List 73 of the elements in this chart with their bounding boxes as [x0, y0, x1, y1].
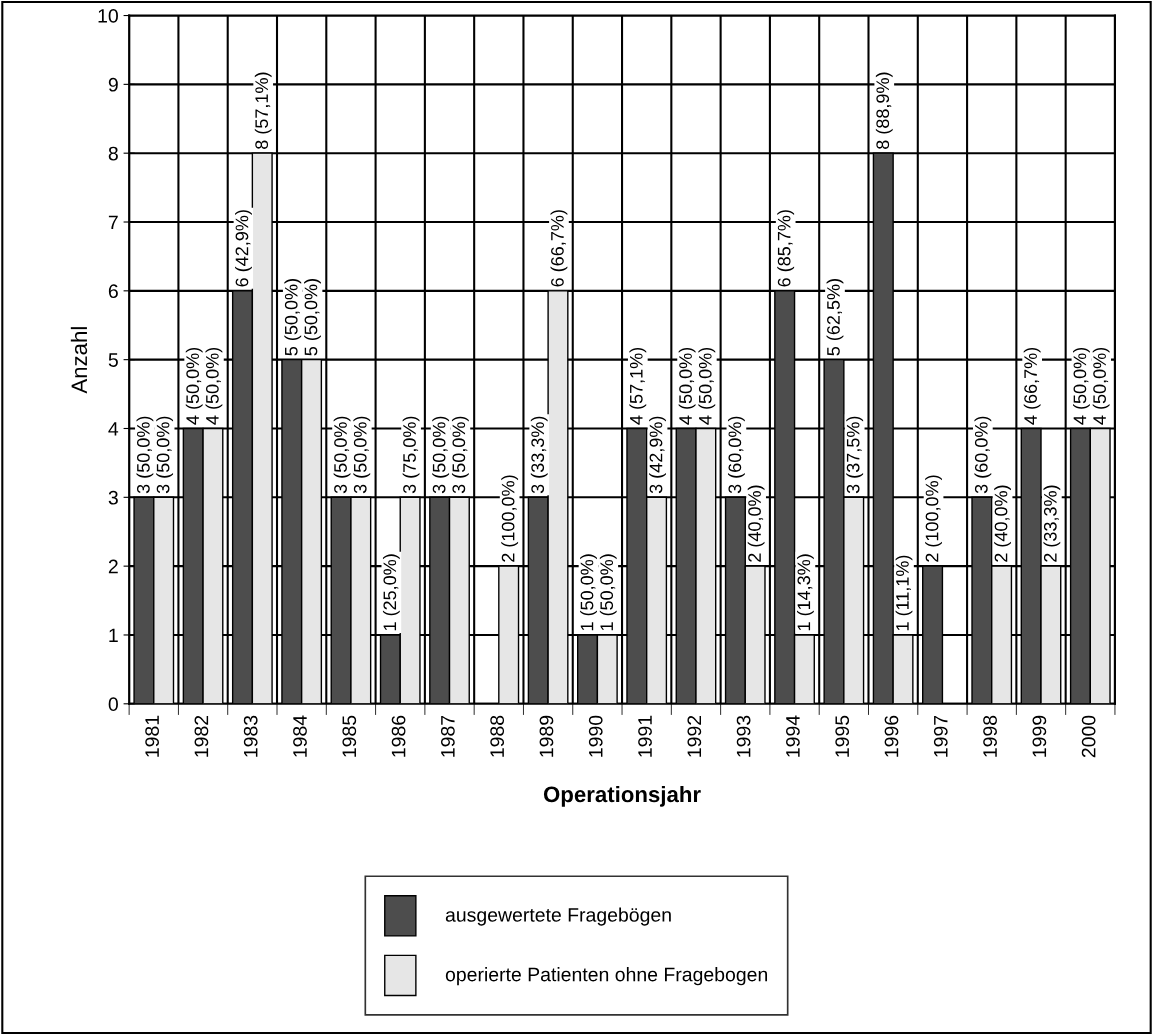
data-label: 4 (50,0%) — [1073, 347, 1090, 425]
legend-label: ausgewertete Fragebögen — [445, 907, 671, 926]
y-tick-label: 1 — [109, 628, 118, 643]
data-label: 5 (62,5%) — [826, 279, 844, 356]
x-tick-label: 1994 — [786, 715, 800, 757]
data-label: 3 (33,3%) — [530, 416, 548, 494]
data-label: 8 (57,1%) — [254, 72, 272, 149]
data-label: 3 (75,0%) — [402, 416, 420, 494]
data-label: 2 (100,0%) — [925, 475, 942, 562]
y-tick-label: 10 — [98, 8, 118, 23]
x-tick-label: 1993 — [736, 715, 751, 757]
x-tick-label: 1989 — [539, 715, 554, 757]
y-tick-label: 2 — [108, 559, 118, 574]
data-label: 6 (66,7%) — [550, 210, 568, 287]
data-label: 6 (85,7%) — [777, 210, 795, 287]
data-label: 4 (50,0%) — [185, 347, 203, 425]
data-label: 4 (66,7%) — [1023, 347, 1041, 425]
data-label: 3 (50,0%) — [333, 416, 351, 494]
x-tick-label: 1998 — [983, 715, 997, 757]
data-label: 1 (11,1%) — [895, 555, 913, 631]
data-label: 2 (100,0%) — [501, 475, 519, 562]
x-tick-label: 1981 — [145, 715, 159, 757]
data-label: 4 (57,1%) — [629, 347, 647, 425]
data-label: 3 (50,0%) — [353, 416, 371, 494]
legend-label: operierte Patienten ohne Fragebogen — [445, 967, 768, 986]
data-label: 1 (50,0%) — [580, 554, 597, 631]
x-tick-label: 1987 — [440, 715, 455, 757]
x-tick-label: 2000 — [1081, 715, 1096, 758]
y-tick-label: 7 — [108, 215, 118, 230]
x-tick-label: 1983 — [243, 715, 258, 757]
y-tick-label: 9 — [108, 77, 118, 92]
x-tick-label: 1986 — [391, 715, 406, 757]
x-tick-label: 1999 — [1032, 715, 1047, 757]
data-label: 1 (14,3%) — [796, 554, 814, 631]
y-axis-title: Anzahl — [70, 327, 88, 394]
data-label: 4 (50,0%) — [698, 347, 716, 425]
data-label: 3 (42,9%) — [649, 416, 666, 494]
data-label: 3 (60,0%) — [974, 416, 992, 494]
x-tick-label: 1988 — [490, 715, 505, 757]
x-tick-label: 1997 — [933, 715, 948, 757]
data-label: 4 (50,0%) — [678, 347, 696, 425]
data-label: 4 (50,0%) — [205, 347, 223, 425]
x-tick-label: 1996 — [884, 715, 899, 757]
data-label: 3 (50,0%) — [136, 416, 154, 494]
data-label: 3 (50,0%) — [451, 416, 469, 494]
x-tick-label: 1982 — [194, 715, 209, 757]
x-tick-label: 1995 — [835, 715, 850, 757]
data-label: 3 (37,5%) — [846, 416, 864, 494]
data-label: 5 (50,0%) — [304, 279, 321, 356]
y-tick-label: 3 — [108, 490, 118, 505]
x-tick-label: 1985 — [342, 715, 357, 757]
x-tick-label: 1984 — [293, 715, 307, 757]
y-tick-label: 5 — [108, 353, 118, 367]
data-label: 2 (40,0%) — [994, 485, 1011, 562]
data-label: 2 (40,0%) — [747, 485, 765, 562]
x-tick-label: 1991 — [638, 715, 652, 757]
y-tick-label: 0 — [108, 697, 118, 712]
data-label: 4 (50,0%) — [1092, 347, 1110, 425]
data-label: 3 (60,0%) — [727, 416, 745, 494]
data-label: 1 (25,0%) — [382, 554, 400, 631]
data-label: 1 (50,0%) — [599, 554, 617, 631]
data-label: 3 (50,0%) — [156, 416, 174, 494]
data-label: 2 (33,3%) — [1043, 485, 1061, 562]
y-tick-label: 4 — [108, 422, 119, 436]
data-label: 8 (88,9%) — [875, 72, 893, 149]
y-tick-label: 6 — [108, 284, 118, 299]
x-tick-label: 1990 — [588, 715, 603, 757]
data-label: 3 (50,0%) — [432, 416, 450, 494]
x-tick-label: 1992 — [687, 715, 702, 757]
data-label: 6 (42,9%) — [235, 210, 252, 287]
x-axis-title: Operationsjahr — [543, 785, 701, 807]
data-label: 5 (50,0%) — [284, 279, 302, 356]
y-tick-label: 8 — [108, 146, 118, 161]
